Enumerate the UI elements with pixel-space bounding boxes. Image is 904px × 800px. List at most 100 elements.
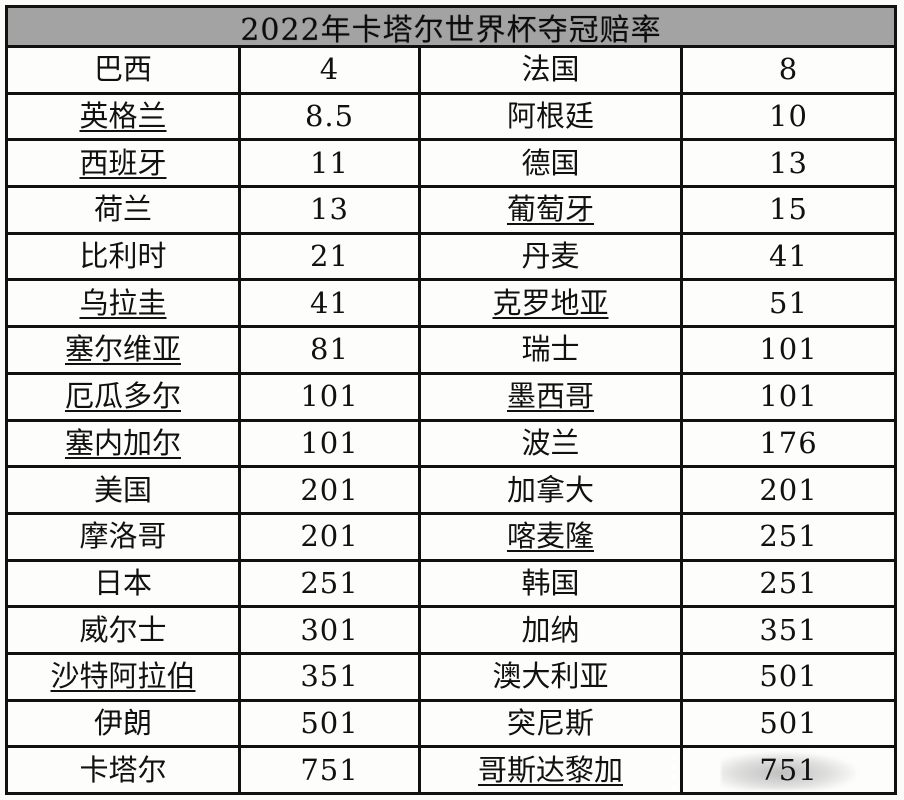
odds-cell-text: 8.5 (304, 99, 355, 134)
odds-cell: 176 (683, 421, 894, 466)
odds-cell: 81 (241, 328, 418, 372)
team-cell: 丹麦 (421, 234, 680, 279)
odds-cell-text: 751 (300, 752, 359, 787)
odds-cell: 501 (683, 701, 894, 746)
odds-cell-text: 101 (300, 379, 359, 414)
team-cell-link[interactable]: 西班牙 (8, 141, 238, 186)
team-cell: 荷兰 (8, 188, 238, 232)
odds-cell: 13 (683, 141, 894, 186)
team-cell-text: 日本 (93, 565, 152, 600)
odds-cell-text: 4 (319, 52, 340, 87)
odds-cell: 11 (241, 141, 418, 186)
odds-cell-text: 201 (300, 519, 359, 554)
team-cell-text: 葡萄牙 (506, 192, 594, 227)
team-cell: 巴西 (8, 48, 238, 92)
odds-cell-text: 251 (300, 565, 359, 600)
odds-cell-text: 101 (300, 425, 359, 460)
team-cell-link[interactable]: 乌拉圭 (8, 281, 238, 326)
team-cell-text: 英格兰 (79, 99, 167, 134)
team-cell-text: 瑞士 (521, 332, 580, 367)
team-cell: 瑞士 (421, 328, 680, 372)
odds-cell: 201 (683, 468, 894, 512)
odds-cell-text: 101 (759, 379, 818, 414)
team-cell-text: 喀麦隆 (506, 519, 594, 554)
odds-cell: 13 (241, 188, 418, 232)
team-cell: 澳大利亚 (421, 654, 680, 699)
odds-cell: 501 (241, 701, 418, 746)
odds-cell: 751 (241, 748, 418, 792)
odds-cell-text: 501 (300, 705, 359, 740)
team-cell: 美国 (8, 468, 238, 512)
team-cell-text: 克罗地亚 (492, 285, 609, 320)
team-cell: 加纳 (421, 608, 680, 652)
odds-cell-text: 21 (310, 239, 349, 274)
team-cell: 卡塔尔 (8, 748, 238, 792)
team-cell: 法国 (421, 48, 680, 92)
odds-table-body: 巴西 4 法国 8 英格兰 8.5 阿根廷 10 西班牙 11 德国 13 荷兰 13 葡萄牙 15 比利时 21… (8, 48, 894, 792)
odds-cell-text: 751 (759, 752, 818, 787)
odds-cell-text: 41 (310, 285, 349, 320)
odds-cell: 501 (683, 654, 894, 699)
team-cell-text: 波兰 (521, 425, 580, 460)
team-cell-text: 哥斯达黎加 (477, 752, 623, 787)
odds-cell: 351 (683, 608, 894, 652)
team-cell-link[interactable]: 克罗地亚 (421, 281, 680, 326)
odds-cell: 251 (683, 514, 894, 559)
odds-cell: 10 (683, 94, 894, 139)
team-cell-text: 塞内加尔 (64, 425, 181, 460)
team-cell-link[interactable]: 哥斯达黎加 (421, 748, 680, 792)
odds-cell: 201 (241, 468, 418, 512)
odds-cell-text: 351 (300, 659, 359, 694)
odds-cell: 15 (683, 188, 894, 232)
team-cell-link[interactable]: 喀麦隆 (421, 514, 680, 559)
odds-cell: 21 (241, 234, 418, 279)
team-cell-text: 乌拉圭 (79, 285, 167, 320)
odds-cell-text: 251 (759, 565, 818, 600)
team-cell-text: 加拿大 (506, 472, 594, 507)
team-cell-link[interactable]: 厄瓜多尔 (8, 374, 238, 419)
team-cell-text: 丹麦 (521, 239, 580, 274)
team-cell-text: 威尔士 (79, 612, 167, 647)
odds-cell-text: 13 (769, 145, 808, 180)
odds-cell: 41 (241, 281, 418, 326)
team-cell-link[interactable]: 沙特阿拉伯 (8, 654, 238, 699)
team-cell-text: 厄瓜多尔 (64, 379, 181, 414)
team-cell-link[interactable]: 塞尔维亚 (8, 328, 238, 372)
team-cell-text: 卡塔尔 (79, 752, 167, 787)
odds-cell-text: 301 (300, 612, 359, 647)
team-cell: 摩洛哥 (8, 514, 238, 559)
odds-cell-text: 201 (759, 472, 818, 507)
odds-cell: 751 (683, 748, 894, 792)
team-cell-text: 比利时 (79, 239, 167, 274)
odds-cell-text: 101 (759, 332, 818, 367)
odds-cell: 8 (683, 48, 894, 92)
odds-cell-text: 251 (759, 519, 818, 554)
odds-cell-text: 81 (310, 332, 349, 367)
team-cell-link[interactable]: 塞内加尔 (8, 421, 238, 466)
team-cell-text: 美国 (93, 472, 152, 507)
team-cell: 伊朗 (8, 701, 238, 746)
odds-cell: 8.5 (241, 94, 418, 139)
odds-cell-text: 501 (759, 705, 818, 740)
odds-cell: 41 (683, 234, 894, 279)
odds-cell: 301 (241, 608, 418, 652)
odds-cell: 101 (241, 374, 418, 419)
team-cell-text: 阿根廷 (506, 99, 594, 134)
team-cell: 韩国 (421, 561, 680, 606)
team-cell-link[interactable]: 墨西哥 (421, 374, 680, 419)
team-cell-text: 法国 (521, 52, 580, 87)
team-cell-link[interactable]: 英格兰 (8, 94, 238, 139)
odds-cell-text: 176 (759, 425, 818, 460)
team-cell-text: 墨西哥 (506, 379, 594, 414)
team-cell-text: 韩国 (521, 565, 580, 600)
odds-cell-text: 11 (310, 145, 349, 180)
team-cell: 波兰 (421, 421, 680, 466)
team-cell-link[interactable]: 葡萄牙 (421, 188, 680, 232)
odds-table: 2022年卡塔尔世界杯夺冠赔率 巴西 4 法国 8 英格兰 8.5 阿根廷 10 西班牙 11 德国… (5, 5, 897, 795)
team-cell-text: 摩洛哥 (79, 519, 167, 554)
team-cell: 阿根廷 (421, 94, 680, 139)
team-cell-text: 巴西 (93, 52, 152, 87)
odds-cell-text: 13 (310, 192, 349, 227)
odds-cell-text: 15 (769, 192, 808, 227)
odds-cell: 201 (241, 514, 418, 559)
